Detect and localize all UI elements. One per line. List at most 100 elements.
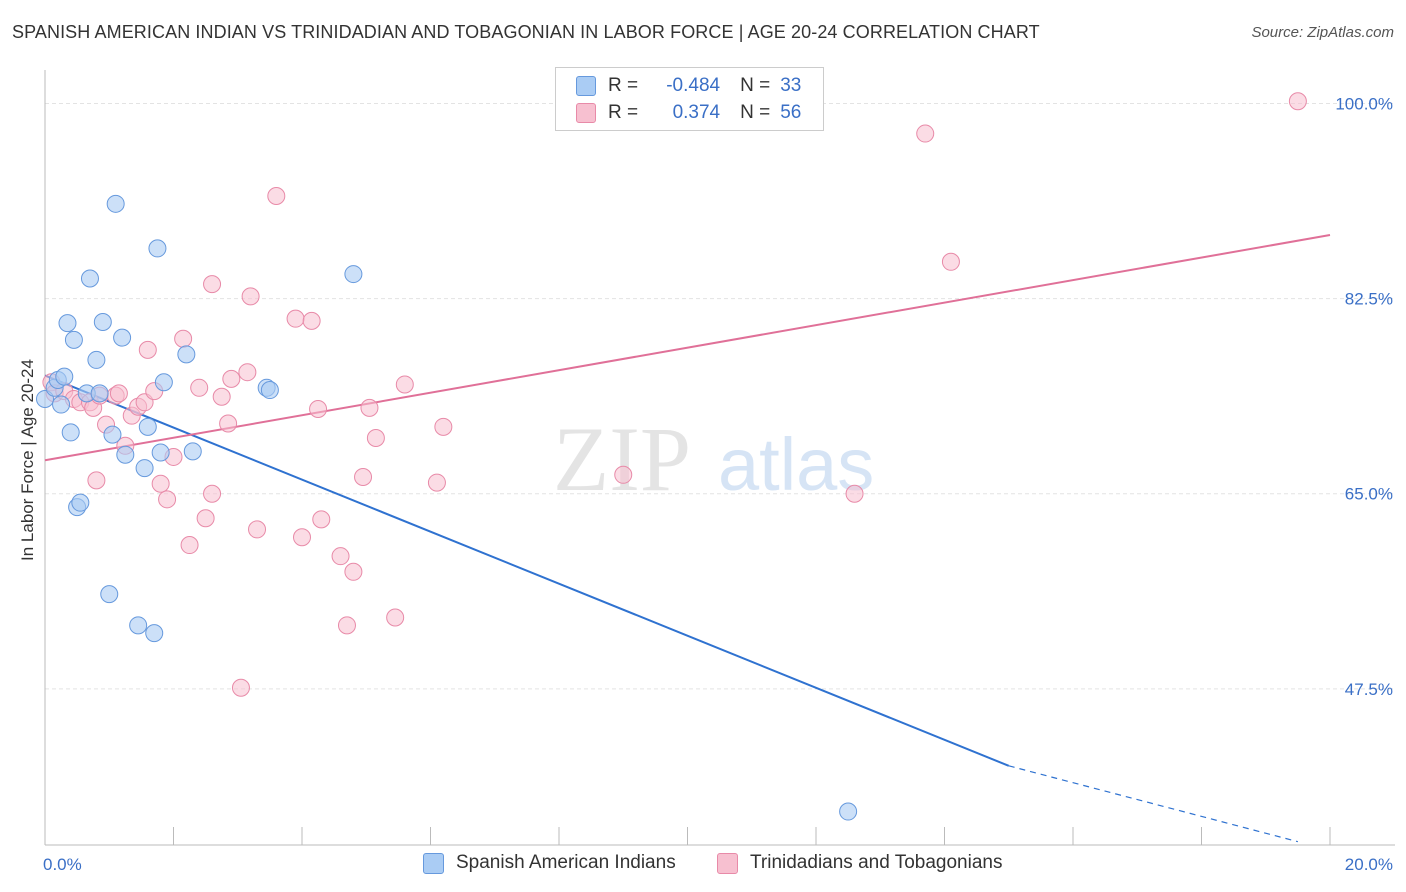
point-spanish-american-indian-28 [183, 442, 202, 461]
point-spanish-american-indian-25 [151, 443, 170, 462]
point-trinidadian-33 [248, 520, 267, 539]
grid [45, 102, 1395, 690]
point-trinidadian-43 [354, 468, 373, 487]
legend-row-series2: R = 0.374 N = 56 [576, 101, 801, 125]
watermark-zip: ZIP [553, 408, 691, 510]
point-trinidadian-40 [331, 547, 350, 566]
point-trinidadian-7 [87, 471, 106, 490]
point-trinidadian-36 [293, 528, 311, 547]
point-trinidadian-18 [151, 474, 170, 493]
legend-r-value-1: -0.484 [666, 75, 721, 96]
point-spanish-american-indian-17 [106, 194, 125, 213]
point-trinidadian-30 [231, 678, 250, 697]
trend-line-trinidadians [44, 234, 1331, 462]
point-spanish-american-indian-30 [260, 381, 279, 400]
legend-n-label-2: N = [740, 102, 771, 123]
point-trinidadian-21 [174, 329, 193, 348]
tick-labels: 100.0% 82.5% 65.0% 47.5% 0.0% 20.0% [43, 94, 1393, 874]
point-trinidadian-47 [395, 375, 414, 394]
point-trinidadian-34 [267, 187, 286, 206]
point-trinidadian-19 [158, 490, 177, 509]
point-trinidadian-16 [138, 340, 157, 359]
point-trinidadian-39 [312, 510, 331, 529]
correlation-legend: R = -0.484 N = 33 R = 0.374 N = 56 [555, 67, 824, 131]
point-spanish-american-indian-19 [116, 445, 135, 464]
point-trinidadian-27 [212, 387, 231, 406]
point-trinidadian-26 [203, 275, 222, 294]
point-trinidadian-41 [337, 616, 356, 635]
y-tick-label-1: 82.5% [1345, 290, 1393, 309]
legend-r-label-2: R = [608, 102, 639, 123]
point-spanish-american-indian-14 [93, 313, 112, 332]
point-spanish-american-indian-18 [113, 328, 132, 347]
point-spanish-american-indian-7 [64, 330, 83, 349]
x-tick-label-0: 0.0% [43, 855, 82, 874]
point-trinidadian-42 [344, 562, 363, 581]
legend-r-value-2: 0.374 [672, 102, 721, 123]
point-trinidadian-45 [366, 428, 385, 447]
y-tick-label-0: 100.0% [1335, 94, 1393, 113]
trend-line-spanish-american-indians [44, 374, 1010, 767]
point-trinidadian-11 [109, 384, 128, 403]
point-spanish-american-indian-15 [100, 585, 119, 604]
point-trinidadian-24 [196, 509, 215, 528]
bottom-legend-swatch-blue [423, 852, 444, 874]
point-trinidadian-49 [434, 417, 453, 436]
chart-title: SPANISH AMERICAN INDIAN VS TRINIDADIAN A… [12, 22, 1040, 42]
legend-n-value-1: 33 [780, 75, 802, 96]
point-spanish-american-indian-24 [148, 239, 167, 258]
point-spanish-american-indian-3 [52, 395, 71, 414]
point-spanish-american-indian-26 [154, 373, 173, 392]
point-spanish-american-indian-22 [138, 417, 157, 436]
x-tick-label-1: 20.0% [1345, 855, 1393, 874]
point-spanish-american-indian-12 [87, 350, 106, 369]
legend-r-label-1: R = [608, 75, 639, 96]
point-spanish-american-indian-20 [129, 616, 148, 635]
point-spanish-american-indian-16 [103, 425, 122, 444]
legend-n-value-2: 56 [780, 102, 802, 123]
bottom-legend-series1: Spanish American Indians [423, 852, 676, 874]
point-trinidadian-48 [427, 473, 446, 492]
point-trinidadian-31 [238, 363, 257, 382]
trend-line-extension-dashed [1008, 765, 1299, 843]
axes [44, 70, 1395, 846]
point-trinidadian-22 [180, 536, 199, 555]
point-trinidadian-37 [302, 311, 321, 330]
point-spanish-american-indian-5 [58, 314, 77, 333]
point-trinidadian-53 [916, 124, 935, 143]
point-spanish-american-indian-4 [55, 367, 74, 386]
point-spanish-american-indian-23 [145, 624, 164, 643]
bottom-legend-label-2: Trinidadians and Tobagonians [750, 852, 1003, 873]
trend-lines [44, 234, 1331, 843]
point-spanish-american-indian-9 [71, 493, 90, 512]
series-spanish-american-indian-points [36, 194, 858, 821]
legend-swatch-blue [576, 76, 596, 96]
point-spanish-american-indian-6 [61, 423, 80, 442]
watermark: ZIP atlas [553, 408, 874, 510]
point-spanish-american-indian-31 [344, 265, 363, 284]
point-trinidadian-23 [190, 378, 209, 397]
series-trinidadian-points [42, 92, 1307, 697]
point-trinidadian-44 [360, 398, 379, 417]
legend-n-label-1: N = [740, 75, 771, 96]
point-spanish-american-indian-13 [90, 384, 109, 403]
legend-row-series1: R = -0.484 N = 33 [576, 74, 801, 98]
bottom-legend-swatch-pink [717, 852, 738, 874]
point-spanish-american-indian-11 [80, 269, 99, 288]
point-trinidadian-35 [286, 309, 305, 328]
y-axis-label: In Labor Force | Age 20-24 [18, 359, 37, 561]
legend-swatch-pink [576, 103, 596, 123]
bottom-legend-series2: Trinidadians and Tobagonians [717, 852, 1002, 874]
y-tick-label-3: 47.5% [1345, 680, 1393, 699]
point-trinidadian-52 [845, 484, 864, 503]
point-trinidadian-28 [219, 414, 238, 433]
point-trinidadian-55 [1288, 92, 1307, 111]
point-trinidadian-29 [222, 369, 241, 388]
point-spanish-american-indian-32 [839, 802, 858, 821]
point-spanish-american-indian-21 [135, 459, 154, 478]
point-trinidadian-46 [386, 608, 405, 627]
point-trinidadian-38 [309, 399, 328, 418]
point-spanish-american-indian-27 [177, 345, 196, 364]
point-trinidadian-54 [941, 252, 960, 271]
